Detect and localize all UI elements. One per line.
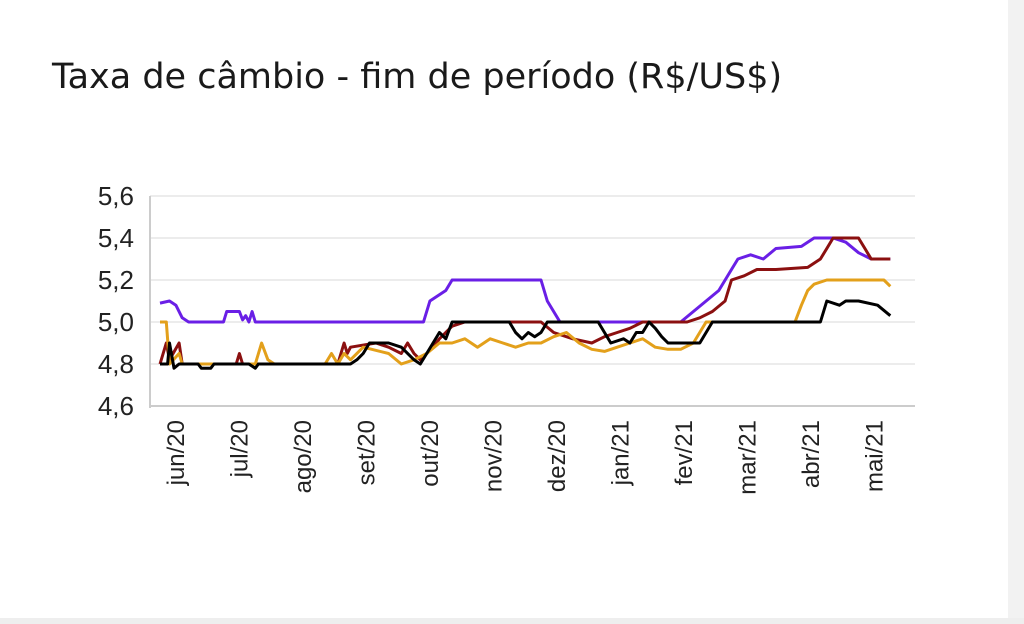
x-tick-label: set/20 — [354, 420, 381, 485]
y-tick-label: 5,0 — [98, 307, 134, 337]
chart-title: Taxa de câmbio - fim de período (R$/US$) — [51, 57, 782, 97]
x-tick-label: jun/20 — [163, 420, 190, 486]
y-tick-label: 4,8 — [98, 349, 134, 379]
y-tick-label: 5,2 — [98, 265, 134, 295]
y-tick-label: 5,6 — [98, 181, 134, 211]
x-tick-label: mai/21 — [862, 420, 889, 492]
x-tick-label: fev/21 — [671, 420, 698, 485]
x-tick-label: dez/20 — [544, 420, 571, 492]
y-tick-label: 5,4 — [98, 223, 134, 253]
y-tick-label: 4,6 — [98, 391, 134, 421]
x-tick-label: mar/21 — [735, 420, 762, 495]
grid — [150, 195, 915, 407]
x-tick-label: jan/21 — [608, 420, 635, 486]
x-tick-label: jul/20 — [227, 420, 254, 478]
x-tick-labels: jun/20 jul/20 ago/20 set/20 out/20 nov/20 dez/… — [163, 420, 889, 495]
x-tick-label: abr/21 — [798, 420, 825, 488]
x-tick-label: out/20 — [417, 420, 444, 487]
y-tick-labels: 5,6 5,4 5,2 5,0 4,8 4,6 — [98, 181, 134, 421]
series-line-4 — [160, 299, 892, 370]
series-lines — [158, 236, 892, 370]
x-tick-label: ago/20 — [290, 420, 317, 493]
bottom-edge-strip — [0, 618, 1024, 624]
x-tick-label: nov/20 — [481, 420, 508, 492]
right-edge-strip — [1008, 0, 1024, 624]
series-line-1 — [159, 236, 891, 324]
